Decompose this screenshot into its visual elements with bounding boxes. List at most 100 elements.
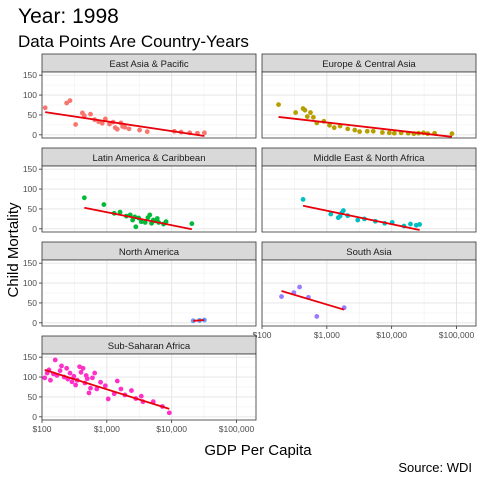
panel-border [261, 165, 477, 233]
data-point [340, 208, 346, 213]
panel-border [261, 71, 477, 139]
data-point [380, 130, 385, 135]
facet-panel: Sub-Saharan Africa 0 50 100 150 $100 $1,000 $10… [23, 335, 257, 434]
y-tick-label: 100 [23, 184, 37, 194]
data-point [297, 284, 302, 290]
y-axis-label: Child Mortality [5, 202, 22, 298]
facet-strip-label: Latin America & Caribbean [92, 153, 205, 164]
facet-strip-label: North America [119, 247, 180, 258]
facet-strip-label: Europe & Central Asia [322, 59, 416, 70]
trend-line [44, 369, 170, 410]
data-point [126, 126, 132, 132]
y-tick-label: 100 [23, 278, 37, 288]
trend-line [302, 204, 420, 231]
trend-line [278, 116, 453, 138]
data-point [57, 368, 63, 374]
data-point [78, 369, 84, 375]
data-point [48, 377, 53, 383]
facet-strip-label: East Asia & Pacific [109, 59, 188, 70]
chart-caption: Source: WDI [398, 460, 472, 475]
data-point [69, 379, 75, 385]
y-tick-label: 100 [23, 372, 37, 382]
data-point [101, 202, 107, 207]
data-point [133, 224, 139, 230]
panel-border [41, 165, 257, 233]
data-point [129, 388, 134, 393]
data-point [67, 370, 73, 376]
data-point [202, 317, 207, 323]
data-point [59, 363, 64, 369]
x-tick-label: $100 [33, 424, 52, 434]
facet-panel: Europe & Central Asia [261, 53, 477, 139]
data-point [107, 121, 112, 127]
data-point [67, 98, 73, 104]
y-tick-label: 50 [28, 204, 38, 214]
data-point [142, 220, 148, 225]
data-point [92, 370, 98, 376]
y-tick-label: 50 [28, 298, 38, 308]
data-point [314, 314, 320, 319]
x-tick-label: $10,000 [376, 330, 407, 340]
y-tick-label: 150 [23, 258, 37, 268]
panel-border [41, 353, 257, 421]
data-point [331, 125, 337, 131]
y-tick-label: 150 [23, 70, 37, 80]
data-point [370, 128, 376, 134]
facet-strip-label: Middle East & North Africa [314, 153, 426, 164]
data-point [114, 378, 120, 384]
panel-border [41, 259, 257, 327]
trend-line [193, 319, 205, 322]
data-point [357, 129, 362, 135]
trend-line [45, 111, 205, 137]
y-tick-label: 0 [32, 130, 37, 140]
data-point [163, 219, 169, 225]
x-tick-label: $100 [253, 330, 272, 340]
data-point [138, 393, 144, 399]
data-point [86, 390, 92, 396]
chart-subtitle: Data Points Are Country-Years [18, 32, 249, 51]
data-point [80, 365, 86, 371]
data-point [364, 128, 370, 134]
data-point [52, 357, 58, 363]
data-point [144, 129, 150, 135]
data-point [118, 386, 124, 392]
data-point [81, 195, 87, 201]
data-point [189, 221, 195, 227]
data-point [64, 365, 70, 371]
data-point [293, 110, 299, 115]
facet-panel: Latin America & Caribbean 0 50 100 150 [23, 147, 257, 234]
data-point [166, 410, 172, 416]
data-point [276, 102, 281, 108]
data-point [88, 111, 93, 117]
data-point [105, 396, 111, 402]
data-point [279, 294, 284, 299]
facet-panels: East Asia & Pacific 0 50 100 150 Europe & Cen… [23, 53, 477, 434]
data-point [88, 385, 93, 391]
data-point [99, 120, 105, 126]
chart-title: Year: 1998 [18, 5, 119, 28]
data-point [449, 131, 455, 137]
y-tick-label: 0 [32, 224, 37, 234]
data-point [408, 221, 413, 227]
data-point [308, 110, 313, 115]
data-point [73, 122, 79, 127]
x-tick-label: $100,000 [439, 330, 475, 340]
data-point [345, 126, 351, 132]
data-point [137, 127, 142, 133]
data-point [328, 211, 334, 217]
data-point [94, 386, 100, 392]
x-tick-label: $100,000 [219, 424, 255, 434]
facet-strip-label: South Asia [346, 247, 392, 258]
data-point [302, 107, 308, 113]
data-point [84, 376, 90, 382]
facet-strip-label: Sub-Saharan Africa [108, 341, 191, 352]
data-point [417, 222, 423, 227]
y-tick-label: 50 [28, 110, 38, 120]
data-point [352, 127, 358, 133]
x-axis-label: GDP Per Capita [204, 442, 312, 459]
data-point [73, 382, 79, 388]
data-point [64, 100, 70, 106]
data-point [42, 375, 48, 381]
data-point [304, 114, 310, 119]
